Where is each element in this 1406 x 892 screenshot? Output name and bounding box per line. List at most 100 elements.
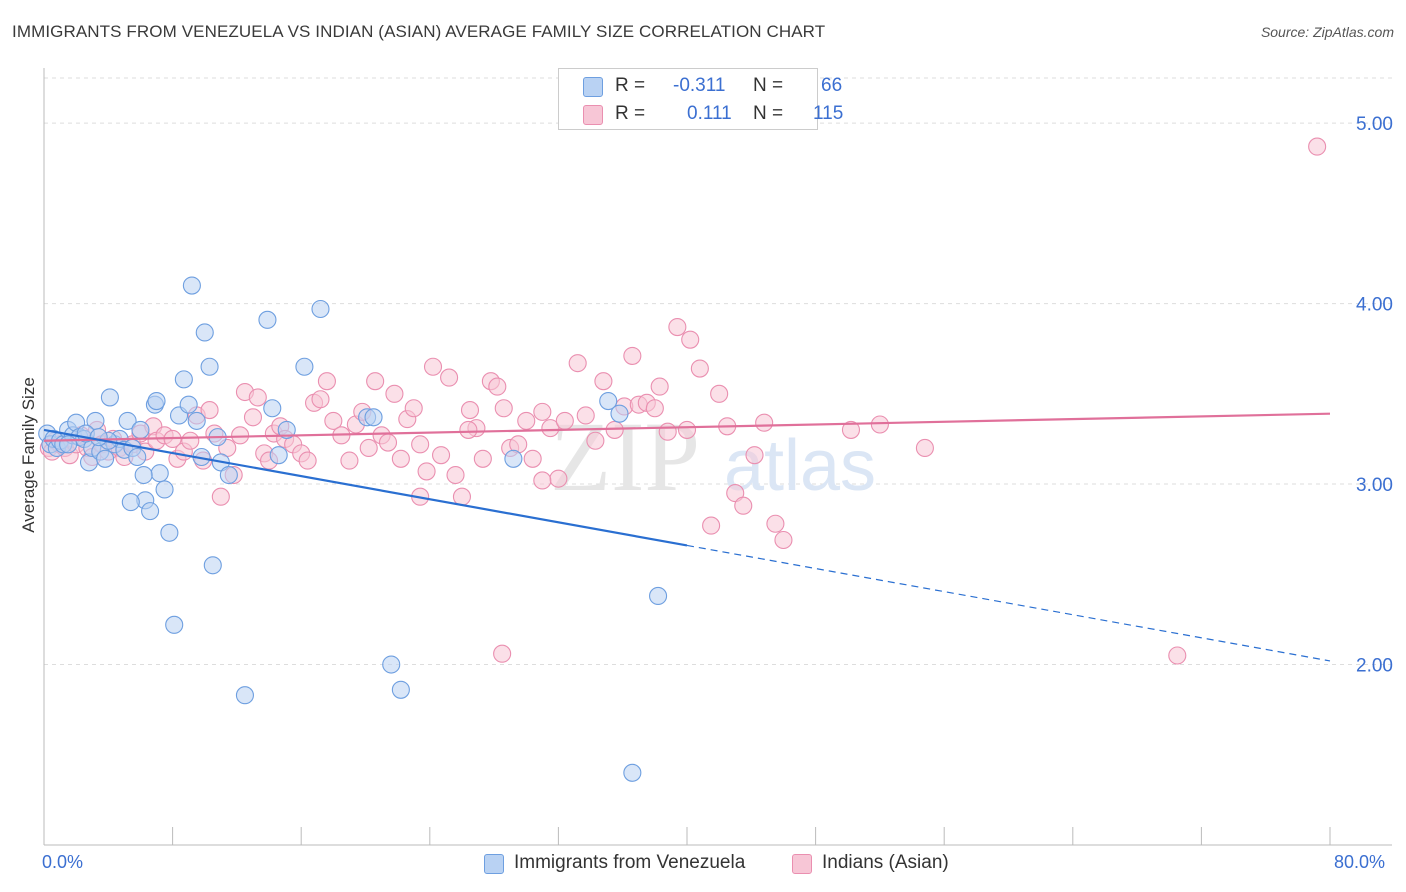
point-indians-110 [915, 438, 934, 458]
point-venezuela-53 [391, 680, 410, 699]
point-venezuela-29 [160, 523, 179, 542]
point-venezuela-49 [311, 299, 330, 319]
point-indians-107 [533, 471, 552, 490]
series-indians-asian [39, 137, 1327, 665]
legend-label: Indians (Asian) [822, 852, 949, 873]
point-indians-95 [681, 330, 700, 349]
point-venezuela-34 [182, 276, 201, 295]
point-venezuela-63 [134, 465, 153, 485]
legend-n-label: N = [753, 75, 784, 96]
point-venezuela-46 [269, 446, 288, 465]
grid-lines [44, 77, 1392, 666]
point-indians-62 [417, 462, 436, 481]
point-indians-81 [555, 411, 574, 430]
legend-r-value: -0.311 [673, 75, 726, 96]
point-venezuela-42 [219, 465, 238, 485]
legend-swatch-pink [583, 105, 603, 125]
point-indians-96 [690, 359, 709, 378]
point-indians-103 [755, 413, 774, 432]
point-indians-61 [411, 435, 430, 454]
point-indians-92 [650, 377, 669, 396]
point-indians-63 [423, 357, 443, 376]
point-indians-97 [702, 516, 721, 535]
legend-swatch-blue [583, 77, 603, 97]
legend-n-value: 115 [813, 103, 844, 124]
point-venezuela-52 [382, 655, 401, 674]
point-indians-93 [658, 422, 677, 441]
trend-line-venezuela [43, 428, 688, 547]
point-indians-72 [488, 377, 507, 396]
y-tick-label-2: 4.00 [1356, 295, 1393, 316]
y-tick-labels: 2.00 3.00 4.00 5.00 [1356, 114, 1393, 676]
point-indians-44 [298, 451, 317, 470]
point-indians-25 [181, 431, 200, 450]
point-indians-88 [623, 346, 642, 365]
point-venezuela-33 [179, 395, 198, 414]
source-label: Source: ZipAtlas.com [1260, 24, 1394, 40]
point-indians-57 [385, 384, 404, 403]
point-indians-98 [710, 384, 729, 403]
point-indians-33 [231, 426, 250, 445]
legend-r-value: 0.111 [687, 103, 732, 124]
y-tick-label-3: 5.00 [1356, 114, 1393, 135]
legend-swatch-blue [484, 854, 504, 874]
point-indians-48 [324, 411, 343, 430]
point-indians-77 [523, 449, 542, 468]
point-indians-35 [243, 408, 263, 427]
point-venezuela-27 [150, 464, 169, 483]
legend-n-label: N = [753, 103, 784, 124]
point-venezuela-62 [121, 493, 140, 512]
point-indians-67 [452, 487, 472, 506]
legend-r-label: R = [615, 103, 646, 124]
point-venezuela-55 [599, 391, 618, 411]
point-indians-112 [1308, 137, 1327, 156]
legend-swatch-pink [792, 854, 812, 874]
point-venezuela-23 [131, 420, 150, 439]
point-indians-56 [378, 433, 398, 452]
y-tick-label-1: 3.00 [1356, 475, 1393, 496]
point-venezuela-39 [203, 556, 222, 575]
point-indians-104 [766, 514, 785, 533]
point-indians-84 [586, 431, 605, 450]
point-indians-60 [404, 399, 423, 418]
point-indians-91 [645, 399, 664, 418]
point-indians-65 [440, 368, 459, 387]
point-venezuela-35 [187, 411, 206, 430]
point-indians-106 [493, 644, 512, 663]
point-indians-82 [568, 354, 587, 373]
point-indians-70 [473, 449, 492, 468]
series-immigrants-venezuela [38, 276, 668, 782]
y-axis-label: Average Family Size [19, 377, 38, 533]
point-indians-58 [391, 449, 410, 468]
point-indians-28 [200, 401, 219, 420]
point-venezuela-28 [155, 480, 174, 499]
trend-lines [43, 412, 1331, 662]
point-venezuela-56 [610, 404, 629, 423]
point-venezuela-45 [263, 399, 282, 418]
axes [43, 68, 1392, 846]
legend-label: Immigrants from Venezuela [514, 852, 746, 873]
point-venezuela-43 [235, 686, 254, 705]
point-venezuela-16 [100, 388, 119, 407]
point-indians-76 [517, 411, 536, 430]
point-venezuela-25 [141, 502, 160, 521]
point-venezuela-37 [195, 323, 214, 342]
trend-line-indians [43, 412, 1331, 442]
watermark-atlas: atlas [724, 426, 876, 506]
point-indians-80 [549, 469, 568, 488]
point-indians-47 [317, 372, 336, 391]
point-indians-53 [359, 438, 378, 458]
point-indians-79 [541, 419, 560, 438]
point-indians-30 [211, 487, 230, 506]
point-venezuela-32 [174, 370, 193, 389]
point-venezuela-65 [147, 391, 166, 411]
point-venezuela-47 [277, 420, 296, 439]
point-indians-64 [432, 446, 451, 465]
x-tick-label-max: 80.0% [1334, 852, 1386, 872]
point-venezuela-38 [200, 357, 219, 376]
point-indians-85 [594, 372, 613, 391]
point-indians-115 [459, 420, 478, 439]
point-indians-109 [870, 415, 889, 434]
legend-n-value: 66 [821, 75, 843, 96]
